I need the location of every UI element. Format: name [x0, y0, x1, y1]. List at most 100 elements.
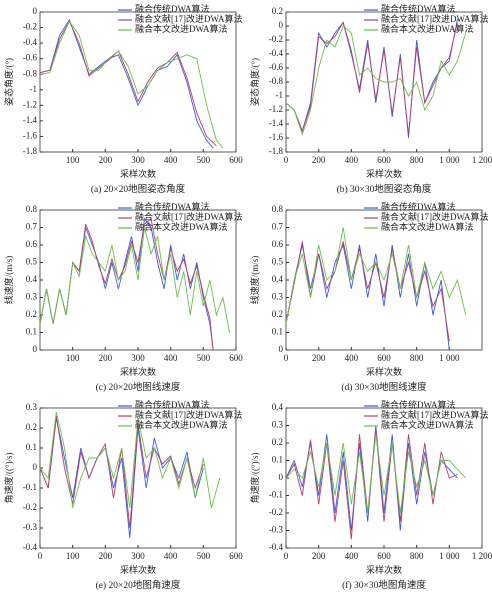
caption: (d) 30×30地图线速度 [341, 381, 427, 393]
legend-label: 融合文献[17]改进DWA算法 [381, 211, 489, 222]
y-tick-label: -0.4 [269, 48, 284, 58]
series-line [285, 428, 458, 540]
x-tick-label: 400 [164, 353, 178, 363]
x-tick-label: 600 [377, 353, 391, 363]
series-line [39, 411, 221, 509]
y-tick-label: -1.8 [23, 146, 38, 156]
x-tick-label: 400 [164, 155, 178, 165]
x-tick-label: 300 [131, 551, 145, 561]
y-tick-label: 0.3 [272, 420, 284, 430]
y-tick-label: 0.1 [272, 327, 283, 337]
x-axis-label: 采样次数 [366, 564, 402, 575]
x-tick-label: 100 [66, 353, 80, 363]
x-tick-label: 400 [345, 353, 359, 363]
y-tick-label: -0.3 [23, 522, 38, 532]
y-tick-label: -0.1 [23, 482, 37, 492]
x-tick-label: 0 [284, 353, 289, 363]
y-tick-label: -0.4 [23, 37, 38, 47]
x-tick-label: 600 [377, 155, 391, 165]
x-tick-label: 1 000 [439, 551, 460, 561]
y-tick-label: -0.1 [269, 490, 283, 500]
series-line [285, 21, 458, 135]
x-tick-label: 1 200 [472, 155, 492, 165]
x-tick-label: 200 [312, 353, 326, 363]
series-line [39, 417, 204, 539]
legend-label: 融合本文改进DWA算法 [381, 23, 474, 34]
x-tick-label: 200 [312, 551, 326, 561]
y-tick-label: 0.7 [272, 222, 284, 232]
y-tick-label: -1.4 [23, 115, 38, 125]
x-tick-label: 600 [229, 353, 243, 363]
series-line [285, 434, 467, 514]
y-tick-label: 0 [33, 6, 38, 16]
caption: (e) 20×20地图角速度 [96, 579, 181, 591]
caption: (a) 20×20地图姿态角度 [91, 183, 186, 195]
x-axis-label: 采样次数 [120, 564, 156, 575]
x-axis-label: 采样次数 [120, 366, 156, 377]
x-tick-label: 300 [131, 353, 145, 363]
x-tick-label: 200 [99, 353, 113, 363]
y-tick-label: 0.8 [272, 204, 284, 214]
legend-label: 融合本文改进DWA算法 [135, 221, 228, 232]
legend-label: 融合本文改进DWA算法 [135, 419, 228, 430]
y-tick-label: -1.2 [269, 104, 283, 114]
y-tick-label: -1 [276, 90, 284, 100]
y-tick-label: 0.4 [272, 402, 284, 412]
x-tick-label: 0 [284, 155, 289, 165]
y-tick-label: 0.6 [26, 239, 38, 249]
y-axis-label: 线速度/(m/s) [249, 256, 260, 305]
x-tick-label: 600 [377, 551, 391, 561]
x-tick-label: 400 [345, 551, 359, 561]
y-tick-label: 0.4 [26, 274, 38, 284]
x-tick-label: 1 000 [439, 155, 460, 165]
y-tick-label: 0.8 [26, 204, 38, 214]
y-tick-label: -0.2 [269, 507, 283, 517]
legend-label: 融合文献[17]改进DWA算法 [135, 211, 243, 222]
series-line [285, 25, 467, 136]
x-tick-label: 400 [164, 551, 178, 561]
x-tick-label: 200 [312, 155, 326, 165]
series-line [285, 18, 458, 139]
y-tick-label: 0 [33, 344, 38, 354]
y-tick-label: 0.1 [26, 327, 37, 337]
x-axis-label: 采样次数 [120, 168, 156, 179]
x-tick-label: 200 [99, 155, 113, 165]
legend-label: 融合文献[17]改进DWA算法 [381, 409, 489, 420]
y-axis-label: 线速度/(m/s) [3, 256, 14, 305]
x-tick-label: 500 [197, 353, 211, 363]
y-tick-label: 0.1 [26, 442, 37, 452]
y-tick-label: -1.6 [269, 132, 284, 142]
x-tick-label: 800 [410, 551, 424, 561]
legend-label: 融合本文改进DWA算法 [381, 221, 474, 232]
series-line [285, 241, 450, 342]
legend-label: 融合本文改进DWA算法 [135, 23, 228, 34]
y-tick-label: 0.5 [272, 257, 284, 267]
y-tick-label: -0.2 [23, 22, 37, 32]
legend-label: 融合文献[17]改进DWA算法 [381, 13, 489, 24]
caption: (f) 30×30地图角速度 [342, 579, 426, 591]
y-tick-label: 0.3 [272, 292, 284, 302]
y-tick-label: -0.8 [23, 68, 38, 78]
y-tick-label: 0.2 [272, 309, 283, 319]
y-axis-label: 角速度/((°)/s) [3, 452, 14, 503]
x-axis-label: 采样次数 [366, 366, 402, 377]
y-tick-label: -0.8 [269, 76, 284, 86]
x-tick-label: 0 [38, 551, 43, 561]
series-line [39, 227, 230, 333]
x-tick-label: 100 [66, 551, 80, 561]
series-line [39, 217, 214, 351]
legend-label: 融合本文改进DWA算法 [381, 419, 474, 430]
legend-label: 融合文献[17]改进DWA算法 [135, 13, 243, 24]
legend-label: 融合传统DWA算法 [381, 399, 456, 410]
y-tick-label: -1.8 [269, 146, 284, 156]
series-line [39, 20, 217, 147]
y-tick-label: -0.6 [269, 62, 284, 72]
series-line [39, 20, 224, 149]
y-tick-label: 0.3 [26, 292, 38, 302]
x-axis-label: 采样次数 [366, 168, 402, 179]
y-tick-label: 0 [33, 462, 38, 472]
y-tick-label: -0.2 [269, 34, 283, 44]
x-tick-label: 800 [410, 155, 424, 165]
x-tick-label: 600 [229, 155, 243, 165]
series-line [39, 217, 214, 351]
